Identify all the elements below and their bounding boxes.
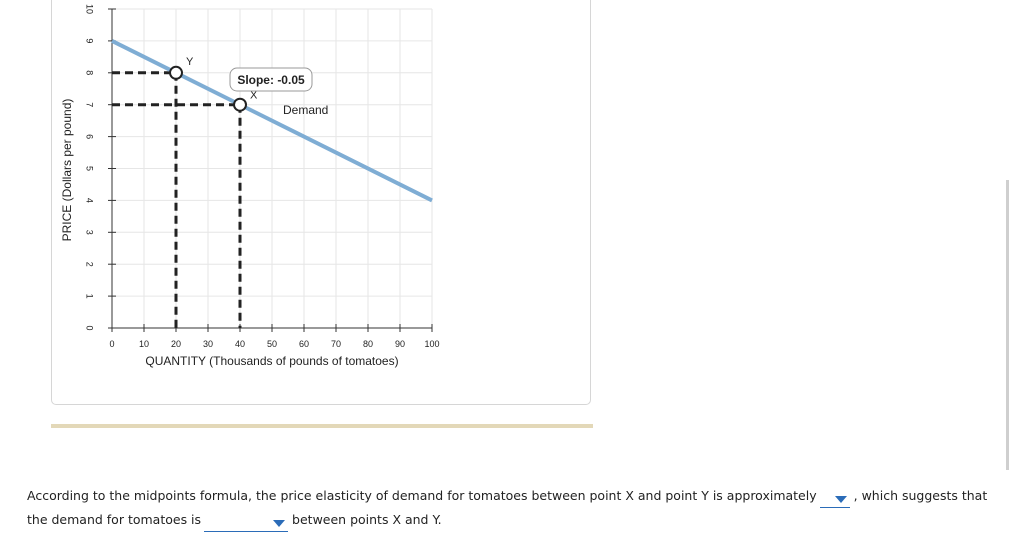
y-tick-label-6: 6 bbox=[85, 134, 95, 139]
x-tick-label-70: 70 bbox=[331, 339, 341, 349]
section-separator bbox=[51, 424, 593, 428]
point-Y[interactable] bbox=[169, 65, 183, 80]
ticks: 0 10 20 30 40 50 60 70 80 90 100 0 1 2 3 4 5 6 7 8 9 10 bbox=[85, 4, 440, 349]
x-tick-label-0: 0 bbox=[109, 339, 114, 349]
x-axis-title: QUANTITY (Thousands of pounds of tomatoe… bbox=[145, 354, 398, 368]
chevron-down-icon bbox=[834, 496, 847, 503]
question-part-1: According to the midpoints formula, the … bbox=[27, 488, 817, 503]
y-axis-title: PRICE (Dollars per pound) bbox=[60, 99, 74, 242]
question-part-2: , which suggests that the demand for tom… bbox=[27, 488, 988, 527]
x-tick-label-30: 30 bbox=[203, 339, 213, 349]
grid bbox=[112, 8, 433, 328]
question-text: According to the midpoints formula, the … bbox=[27, 484, 1002, 532]
point-X[interactable] bbox=[233, 97, 247, 112]
elasticity-dropdown[interactable] bbox=[819, 490, 850, 508]
y-tick-label-3: 3 bbox=[85, 230, 95, 235]
series bbox=[111, 39, 433, 203]
x-tick-label-10: 10 bbox=[139, 339, 149, 349]
chevron-down-icon bbox=[273, 520, 286, 527]
y-tick-label-1: 1 bbox=[85, 294, 95, 299]
x-tick-label-50: 50 bbox=[267, 339, 277, 349]
points[interactable]: YX bbox=[169, 56, 258, 112]
x-tick-label-20: 20 bbox=[171, 339, 181, 349]
graph-panel bbox=[51, 0, 591, 405]
y-tick-label-2: 2 bbox=[85, 262, 95, 267]
x-tick-label-60: 60 bbox=[299, 339, 309, 349]
demand-curve bbox=[111, 39, 433, 203]
slope-box bbox=[229, 67, 313, 92]
y-tick-label-4: 4 bbox=[85, 198, 95, 203]
demand-type-dropdown[interactable] bbox=[204, 514, 289, 532]
dashed-guides bbox=[112, 71, 242, 328]
y-tick-label-7: 7 bbox=[85, 102, 95, 107]
point-label-Y: Y bbox=[186, 56, 194, 68]
point-label-X: X bbox=[250, 90, 258, 102]
scrollbar-edge bbox=[1006, 180, 1009, 470]
x-tick-label-100: 100 bbox=[424, 339, 439, 349]
slope-callout: Slope: -0.05 bbox=[229, 67, 313, 92]
slope-label: Slope: -0.05 bbox=[237, 73, 305, 87]
y-tick-label-10: 10 bbox=[85, 4, 95, 14]
x-tick-label-80: 80 bbox=[363, 339, 373, 349]
y-tick-label-9: 9 bbox=[85, 38, 95, 43]
demand-label: Demand bbox=[283, 103, 328, 117]
question-part-3: between points X and Y. bbox=[292, 512, 442, 527]
y-tick-label-8: 8 bbox=[85, 70, 95, 75]
y-tick-label-5: 5 bbox=[85, 166, 95, 171]
x-tick-label-90: 90 bbox=[395, 339, 405, 349]
x-tick-label-40: 40 bbox=[235, 339, 245, 349]
y-tick-label-0: 0 bbox=[85, 325, 95, 330]
